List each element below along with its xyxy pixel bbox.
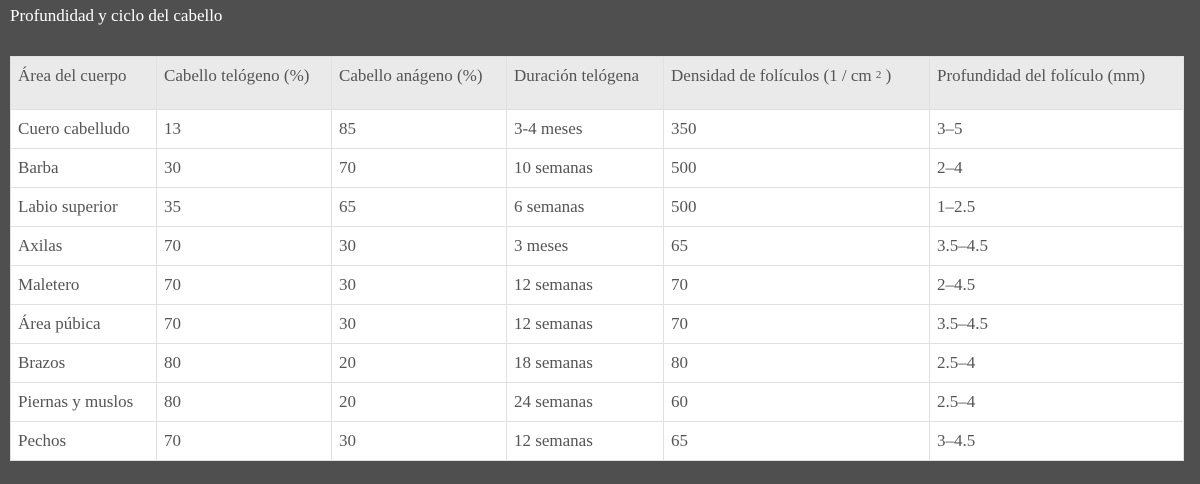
header-anagen-pct: Cabello anágeno (%) <box>331 56 507 110</box>
cell-telogen-duration: 10 semanas <box>506 148 664 188</box>
cell-follicle-density: 80 <box>663 343 930 383</box>
header-follicle-depth: Profundidad del folículo (mm) <box>929 56 1184 110</box>
cell-telogen-pct: 35 <box>156 187 332 227</box>
cell-follicle-depth: 2–4.5 <box>929 265 1184 305</box>
table-row: Área púbica 70 30 12 semanas 70 3.5–4.5 <box>10 304 1184 344</box>
hair-cycle-table: Área del cuerpo Cabello telógeno (%) Cab… <box>10 56 1184 461</box>
cell-telogen-duration: 12 semanas <box>506 421 664 461</box>
header-telogen-pct: Cabello telógeno (%) <box>156 56 332 110</box>
cell-telogen-pct: 70 <box>156 421 332 461</box>
header-telogen-duration: Duración telógena <box>506 56 664 110</box>
cell-telogen-pct: 13 <box>156 109 332 149</box>
header-follicle-density: Densidad de folículos (1 / cm 2 ) <box>663 56 930 110</box>
cell-anagen-pct: 30 <box>331 304 507 344</box>
table-row: Pechos 70 30 12 semanas 65 3–4.5 <box>10 421 1184 461</box>
cell-body-area: Pechos <box>10 421 157 461</box>
cell-anagen-pct: 30 <box>331 226 507 266</box>
table-header-row: Área del cuerpo Cabello telógeno (%) Cab… <box>10 56 1184 110</box>
cell-anagen-pct: 85 <box>331 109 507 149</box>
cell-telogen-duration: 18 semanas <box>506 343 664 383</box>
cell-body-area: Área púbica <box>10 304 157 344</box>
cell-body-area: Labio superior <box>10 187 157 227</box>
cell-follicle-density: 60 <box>663 382 930 422</box>
cell-follicle-density: 500 <box>663 187 930 227</box>
cell-anagen-pct: 65 <box>331 187 507 227</box>
cell-anagen-pct: 30 <box>331 421 507 461</box>
cell-telogen-pct: 70 <box>156 265 332 305</box>
cell-follicle-depth: 1–2.5 <box>929 187 1184 227</box>
table-row: Barba 30 70 10 semanas 500 2–4 <box>10 148 1184 188</box>
cell-anagen-pct: 30 <box>331 265 507 305</box>
cell-body-area: Axilas <box>10 226 157 266</box>
cell-follicle-density: 65 <box>663 226 930 266</box>
cell-telogen-duration: 24 semanas <box>506 382 664 422</box>
cell-follicle-depth: 3.5–4.5 <box>929 226 1184 266</box>
header-body-area: Área del cuerpo <box>10 56 157 110</box>
cell-telogen-pct: 70 <box>156 226 332 266</box>
cell-follicle-density: 70 <box>663 304 930 344</box>
cell-follicle-depth: 2.5–4 <box>929 382 1184 422</box>
table-row: Cuero cabelludo 13 85 3-4 meses 350 3–5 <box>10 109 1184 149</box>
cell-follicle-depth: 2–4 <box>929 148 1184 188</box>
table-row: Labio superior 35 65 6 semanas 500 1–2.5 <box>10 187 1184 227</box>
cell-follicle-density: 70 <box>663 265 930 305</box>
cell-telogen-duration: 12 semanas <box>506 304 664 344</box>
table-row: Piernas y muslos 80 20 24 semanas 60 2.5–4 <box>10 382 1184 422</box>
cell-anagen-pct: 20 <box>331 343 507 383</box>
cell-telogen-duration: 3-4 meses <box>506 109 664 149</box>
cell-follicle-density: 65 <box>663 421 930 461</box>
cell-body-area: Piernas y muslos <box>10 382 157 422</box>
cell-body-area: Cuero cabelludo <box>10 109 157 149</box>
table-row: Brazos 80 20 18 semanas 80 2.5–4 <box>10 343 1184 383</box>
cell-body-area: Barba <box>10 148 157 188</box>
cell-follicle-density: 500 <box>663 148 930 188</box>
cell-telogen-duration: 12 semanas <box>506 265 664 305</box>
cell-follicle-density: 350 <box>663 109 930 149</box>
cell-telogen-duration: 6 semanas <box>506 187 664 227</box>
cell-telogen-pct: 80 <box>156 382 332 422</box>
cell-telogen-pct: 30 <box>156 148 332 188</box>
page-title: Profundidad y ciclo del cabello <box>10 6 223 25</box>
cell-body-area: Brazos <box>10 343 157 383</box>
table-row: Maletero 70 30 12 semanas 70 2–4.5 <box>10 265 1184 305</box>
cell-follicle-depth: 3–5 <box>929 109 1184 149</box>
cell-follicle-depth: 2.5–4 <box>929 343 1184 383</box>
superscript-2: 2 <box>875 69 882 81</box>
cell-anagen-pct: 20 <box>331 382 507 422</box>
cell-body-area: Maletero <box>10 265 157 305</box>
cell-anagen-pct: 70 <box>331 148 507 188</box>
cell-telogen-pct: 80 <box>156 343 332 383</box>
cell-telogen-duration: 3 meses <box>506 226 664 266</box>
cell-follicle-depth: 3.5–4.5 <box>929 304 1184 344</box>
table-row: Axilas 70 30 3 meses 65 3.5–4.5 <box>10 226 1184 266</box>
cell-telogen-pct: 70 <box>156 304 332 344</box>
cell-follicle-depth: 3–4.5 <box>929 421 1184 461</box>
